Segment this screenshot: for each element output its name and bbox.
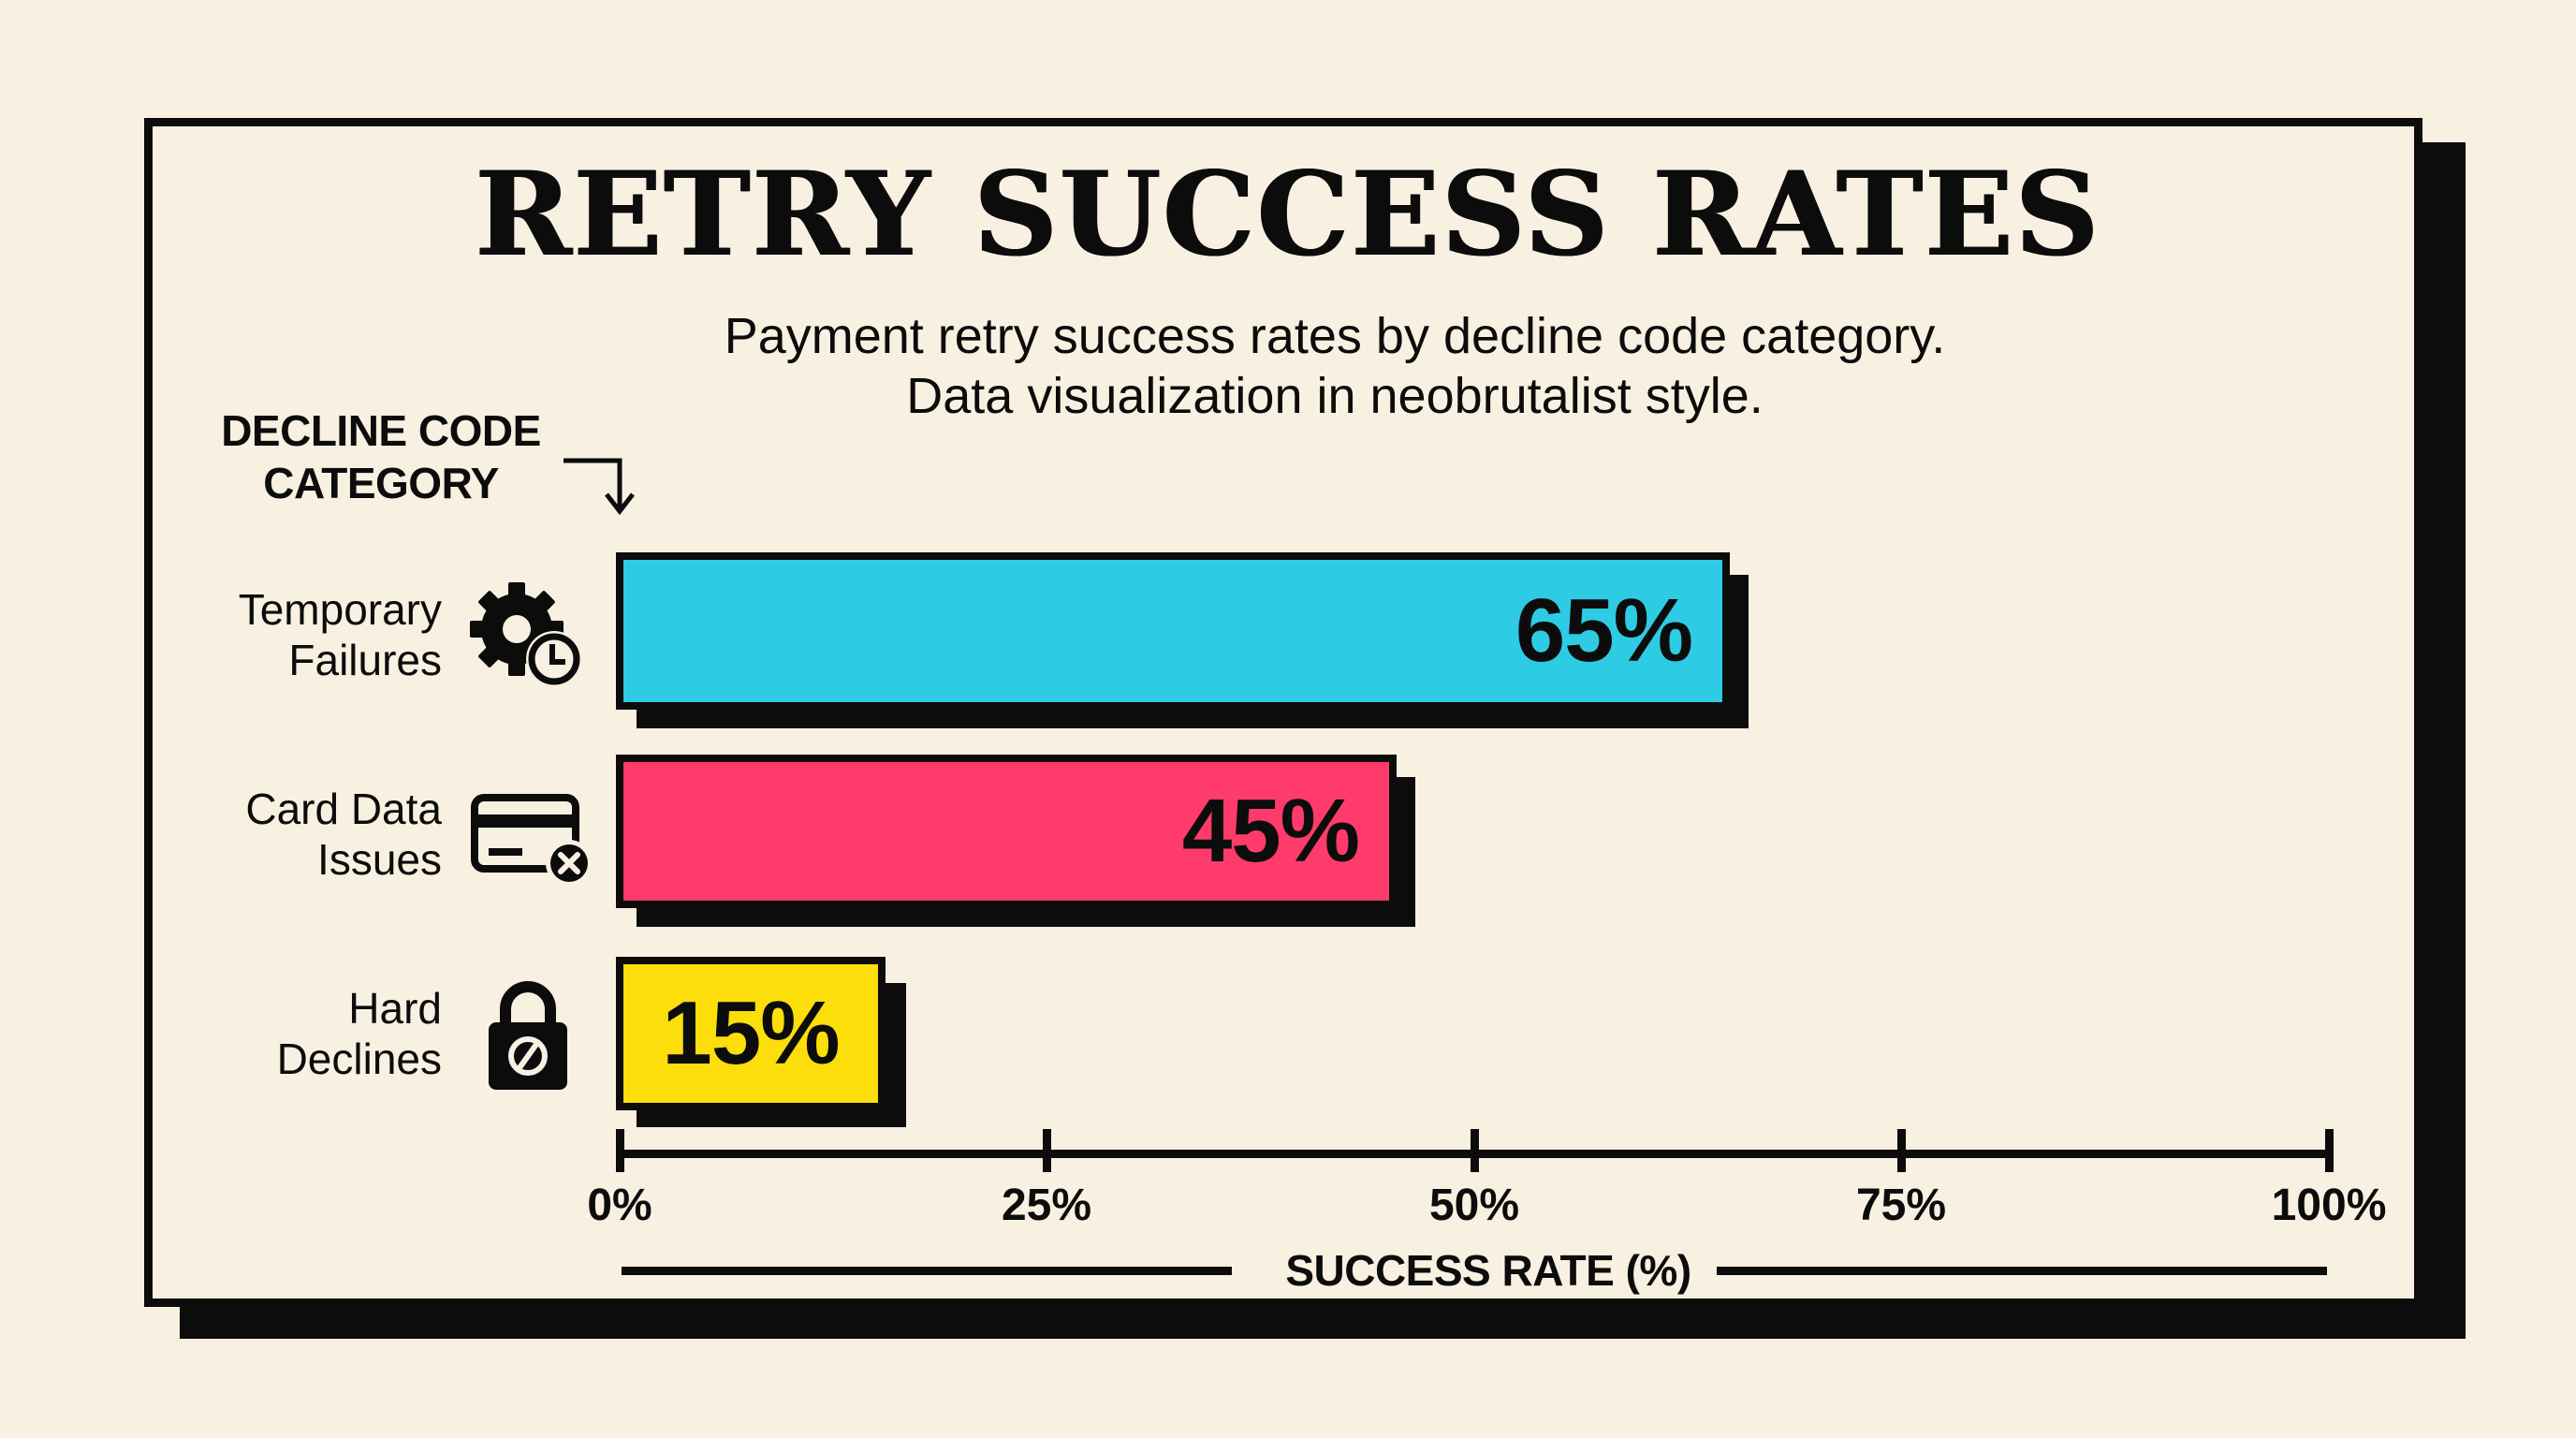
bar-value-card-data-issues: 45% — [1181, 781, 1360, 881]
x-tick-50 — [1471, 1129, 1479, 1172]
x-label-rule-left — [622, 1267, 1232, 1275]
bar-hard-declines: 15% — [616, 957, 886, 1110]
x-label-rule-right — [1717, 1267, 2327, 1275]
x-tick-0 — [616, 1129, 624, 1172]
credit-card-x-icon — [471, 794, 590, 887]
chart-title: RETRY SUCCESS RATES — [475, 147, 2101, 283]
chart-subtitle-line-1: Payment retry success rates by decline c… — [724, 308, 1946, 364]
y-axis-label-line-1: DECLINE CODE — [221, 406, 541, 455]
bent-arrow-down-icon — [564, 458, 635, 516]
bar-temporary-failures: 65% — [616, 552, 1730, 710]
gear-clock-icon — [470, 582, 582, 687]
bar-value-hard-declines: 15% — [662, 983, 840, 1083]
category-label-hard-declines: Hard Declines — [276, 984, 442, 1083]
category-label-temporary-failures: Temporary Failures — [238, 585, 442, 684]
y-axis-label: DECLINE CODE CATEGORY — [198, 404, 564, 509]
bar-card-data-issues: 45% — [616, 755, 1397, 908]
x-axis-label: SUCCESS RATE (%) — [1285, 1246, 1691, 1295]
x-tick-label-25: 25% — [1001, 1181, 1092, 1230]
x-tick-75 — [1897, 1129, 1906, 1172]
bar-value-temporary-failures: 65% — [1515, 580, 1693, 681]
y-axis-label-line-2: CATEGORY — [263, 459, 499, 507]
x-tick-label-0: 0% — [587, 1181, 652, 1230]
x-tick-100 — [2325, 1129, 2334, 1172]
category-label-card-data-issues: Card Data Issues — [245, 785, 442, 884]
x-tick-label-75: 75% — [1855, 1181, 1947, 1230]
x-tick-25 — [1043, 1129, 1051, 1172]
chart-subtitle-line-2: Data visualization in neobrutalist style… — [906, 368, 1764, 424]
x-tick-label-100: 100% — [2271, 1181, 2387, 1230]
x-tick-label-50: 50% — [1428, 1181, 1520, 1230]
lock-blocked-icon — [489, 981, 567, 1090]
